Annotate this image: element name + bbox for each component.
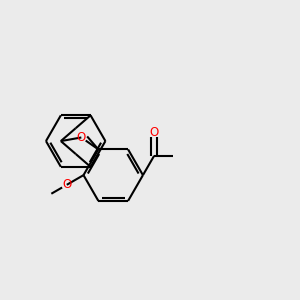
Text: O: O bbox=[149, 127, 159, 140]
Text: O: O bbox=[77, 131, 86, 144]
Text: O: O bbox=[62, 178, 71, 191]
